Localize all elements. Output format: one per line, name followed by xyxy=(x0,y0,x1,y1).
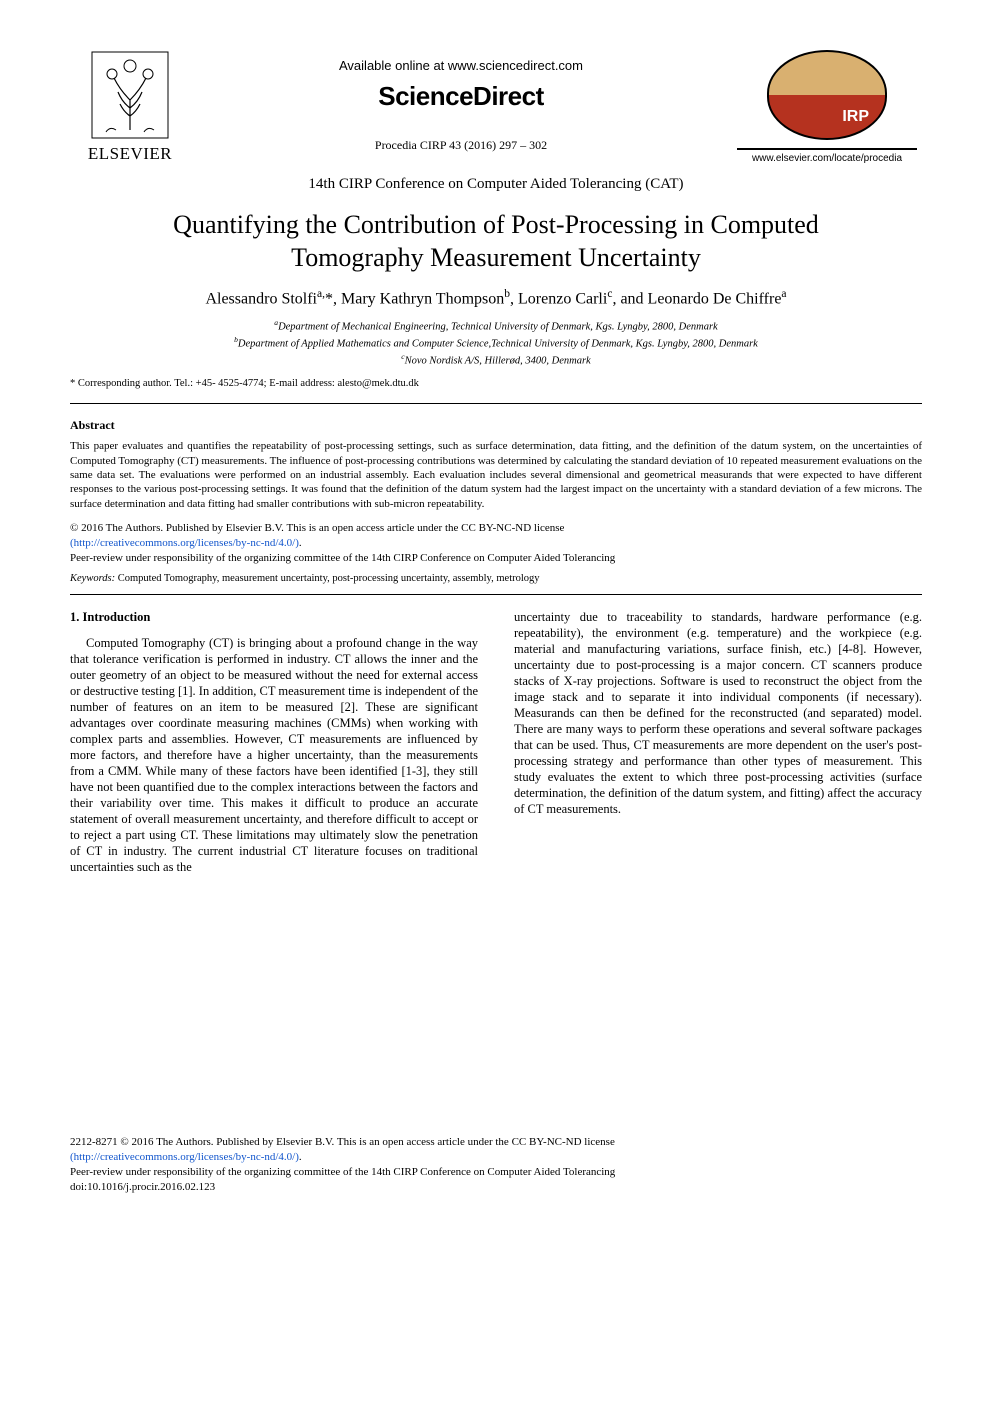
license-link[interactable]: (http://creativecommons.org/licenses/by-… xyxy=(70,537,299,549)
peer-review-line: Peer-review under responsibility of the … xyxy=(70,552,615,564)
page-footer: 2212-8271 © 2016 The Authors. Published … xyxy=(70,1135,922,1194)
cirp-logo-text: IRP xyxy=(842,108,869,126)
keywords-line: Keywords: Computed Tomography, measureme… xyxy=(70,573,922,584)
center-header: Available online at www.sciencedirect.co… xyxy=(190,50,732,153)
intro-paragraph-left: Computed Tomography (CT) is bringing abo… xyxy=(70,635,478,875)
journal-url: www.elsevier.com/locate/procedia xyxy=(752,153,902,164)
affiliation-b: bDepartment of Applied Mathematics and C… xyxy=(70,335,922,352)
cirp-logo-icon: IRP xyxy=(767,50,887,140)
footer-doi: doi:10.1016/j.procir.2016.02.123 xyxy=(70,1181,215,1193)
procedia-citation: Procedia CIRP 43 (2016) 297 – 302 xyxy=(190,138,732,153)
elsevier-logo-block: ELSEVIER xyxy=(70,50,190,164)
footer-peer-review: Peer-review under responsibility of the … xyxy=(70,1166,615,1178)
intro-paragraph-right: uncertainty due to traceability to stand… xyxy=(514,609,922,817)
conference-name: 14th CIRP Conference on Computer Aided T… xyxy=(70,176,922,193)
corresponding-author: * Corresponding author. Tel.: +45- 4525-… xyxy=(70,378,922,389)
sciencedirect-logo-text: ScienceDirect xyxy=(190,81,732,112)
abstract-text: This paper evaluates and quantifies the … xyxy=(70,439,922,510)
header-row: ELSEVIER Available online at www.science… xyxy=(70,50,922,164)
body-columns: 1. Introduction Computed Tomography (CT)… xyxy=(70,609,922,875)
affiliation-c: cNovo Nordisk A/S, Hillerød, 3400, Denma… xyxy=(70,352,922,369)
abstract-heading: Abstract xyxy=(70,418,922,433)
column-left: 1. Introduction Computed Tomography (CT)… xyxy=(70,609,478,875)
license-block: © 2016 The Authors. Published by Elsevie… xyxy=(70,521,922,566)
cirp-logo-block: IRP www.elsevier.com/locate/procedia xyxy=(732,50,922,164)
keywords-label: Keywords: xyxy=(70,573,115,584)
footer-license-link[interactable]: (http://creativecommons.org/licenses/by-… xyxy=(70,1151,299,1163)
affiliation-a: aDepartment of Mechanical Engineering, T… xyxy=(70,318,922,335)
authors-line: Alessandro Stolfia,*, Mary Kathryn Thomp… xyxy=(70,288,922,308)
article-title: Quantifying the Contribution of Post-Pro… xyxy=(130,209,862,274)
rule-below-keywords xyxy=(70,594,922,595)
cirp-underline xyxy=(737,148,917,150)
column-right: uncertainty due to traceability to stand… xyxy=(514,609,922,875)
elsevier-label: ELSEVIER xyxy=(88,144,172,164)
rule-above-abstract xyxy=(70,403,922,404)
elsevier-tree-icon xyxy=(90,50,170,140)
section-1-heading: 1. Introduction xyxy=(70,609,478,625)
keywords-text: Computed Tomography, measurement uncerta… xyxy=(115,573,539,584)
available-online-line: Available online at www.sciencedirect.co… xyxy=(190,58,732,73)
footer-issn-line: 2212-8271 © 2016 The Authors. Published … xyxy=(70,1136,615,1148)
affiliations: aDepartment of Mechanical Engineering, T… xyxy=(70,318,922,368)
license-line-1: © 2016 The Authors. Published by Elsevie… xyxy=(70,522,564,534)
